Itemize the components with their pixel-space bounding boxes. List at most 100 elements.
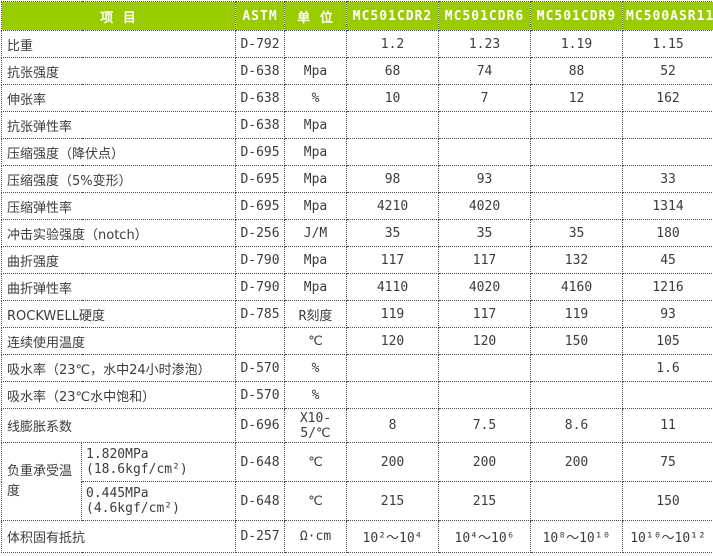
property-label: 抗张强度 [2, 58, 236, 85]
value-cell: 1216 [623, 274, 713, 301]
value-cell [439, 382, 531, 409]
value-cell: 150 [531, 328, 623, 355]
astm-cell: D-638 [236, 85, 285, 112]
astm-cell: D-570 [236, 355, 285, 382]
astm-cell: D-695 [236, 193, 285, 220]
value-cell [347, 355, 439, 382]
table-row: 负重承受温度 1.820MPa (18.6kgf/cm²) D-648 ℃ 20… [2, 443, 713, 482]
unit-cell: ℃ [285, 328, 347, 355]
property-label: 伸张率 [2, 85, 236, 112]
table-row: 压缩强度（降伏点） D-695 Mpa [2, 139, 713, 166]
unit-cell: Mpa [285, 166, 347, 193]
table-row: 线膨胀系数 D-696 X10-5/℃ 8 7.5 8.6 11 [2, 409, 713, 443]
astm-cell: D-695 [236, 166, 285, 193]
header-item: 项 目 [2, 2, 236, 31]
value-cell: 1.23 [439, 31, 531, 58]
unit-cell: Mpa [285, 58, 347, 85]
unit-cell: % [285, 355, 347, 382]
property-label: ROCKWELL硬度 [2, 301, 236, 328]
value-cell [531, 482, 623, 521]
property-label: 压缩强度（5%变形） [2, 166, 236, 193]
property-label: 曲折强度 [2, 247, 236, 274]
value-cell: 88 [531, 58, 623, 85]
value-cell [531, 112, 623, 139]
value-cell: 4020 [439, 193, 531, 220]
property-label: 抗张弹性率 [2, 112, 236, 139]
table-row: ROCKWELL硬度 D-785 R刻度 119 117 119 93 [2, 301, 713, 328]
astm-cell: D-785 [236, 301, 285, 328]
value-cell: 215 [439, 482, 531, 521]
value-cell: 117 [347, 247, 439, 274]
value-cell: 10⁸～10¹⁰ [531, 521, 623, 553]
value-cell [439, 112, 531, 139]
astm-cell: D-790 [236, 274, 285, 301]
property-label: 线膨胀系数 [2, 409, 236, 443]
value-cell [531, 166, 623, 193]
unit-cell: J/M [285, 220, 347, 247]
value-cell: 10¹⁰～10¹² [623, 521, 713, 553]
value-cell: 4160 [531, 274, 623, 301]
value-cell: 33 [623, 166, 713, 193]
table-row: 曲折弹性率 D-790 Mpa 4110 4020 4160 1216 [2, 274, 713, 301]
value-cell: 98 [347, 166, 439, 193]
value-cell: 117 [439, 301, 531, 328]
property-label: 压缩弹性率 [2, 193, 236, 220]
value-cell: 8 [347, 409, 439, 443]
load-temp-group-label: 负重承受温度 [2, 443, 82, 521]
value-cell: 4020 [439, 274, 531, 301]
table-row: 抗张强度 D-638 Mpa 68 74 88 52 [2, 58, 713, 85]
value-cell: 10 [347, 85, 439, 112]
value-cell: 7 [439, 85, 531, 112]
header-product: MC501CDR2 [347, 2, 439, 31]
table-row: 吸水率（23℃水中饱和） D-570 % [2, 382, 713, 409]
value-cell: 93 [623, 301, 713, 328]
value-cell: 93 [439, 166, 531, 193]
property-label: 吸水率（23℃，水中24小时渗泡） [2, 355, 236, 382]
value-cell: 4110 [347, 274, 439, 301]
value-cell [347, 112, 439, 139]
table-row: 压缩弹性率 D-695 Mpa 4210 4020 1314 [2, 193, 713, 220]
value-cell: 119 [531, 301, 623, 328]
astm-cell: D-638 [236, 58, 285, 85]
astm-cell: D-257 [236, 521, 285, 553]
value-cell [347, 382, 439, 409]
property-label: 压缩强度（降伏点） [2, 139, 236, 166]
property-label: 比重 [2, 31, 236, 58]
value-cell: 120 [439, 328, 531, 355]
value-cell: 1.15 [623, 31, 713, 58]
astm-cell: D-792 [236, 31, 285, 58]
value-cell: 200 [439, 443, 531, 482]
property-label: 体积固有抵抗 [2, 521, 236, 553]
value-cell: 117 [439, 247, 531, 274]
unit-cell: ℃ [285, 482, 347, 521]
unit-cell: Mpa [285, 139, 347, 166]
table-row: 压缩强度（5%变形） D-695 Mpa 98 93 33 [2, 166, 713, 193]
value-cell: 1.19 [531, 31, 623, 58]
value-cell: 120 [347, 328, 439, 355]
value-cell: 1314 [623, 193, 713, 220]
value-cell: 68 [347, 58, 439, 85]
value-cell: 7.5 [439, 409, 531, 443]
value-cell: 10⁴～10⁶ [439, 521, 531, 553]
value-cell [623, 112, 713, 139]
value-cell: 11 [623, 409, 713, 443]
unit-cell [285, 31, 347, 58]
value-cell: 150 [623, 482, 713, 521]
table-row: 0.445MPa (4.6kgf/cm²) D-648 ℃ 215 215 15… [2, 482, 713, 521]
unit-cell: ℃ [285, 443, 347, 482]
astm-cell: D-695 [236, 139, 285, 166]
value-cell: 1.2 [347, 31, 439, 58]
header-row: 项 目 ASTM 单 位 MC501CDR2 MC501CDR6 MC501CD… [2, 2, 713, 31]
value-cell: 105 [623, 328, 713, 355]
unit-cell: R刻度 [285, 301, 347, 328]
unit-cell: Ω·cm [285, 521, 347, 553]
astm-cell: D-648 [236, 482, 285, 521]
value-cell [531, 382, 623, 409]
table-row: 连续使用温度 ℃ 120 120 150 105 [2, 328, 713, 355]
astm-cell: D-256 [236, 220, 285, 247]
load-condition-label: 0.445MPa (4.6kgf/cm²) [82, 482, 236, 521]
value-cell: 215 [347, 482, 439, 521]
value-cell [531, 355, 623, 382]
header-astm: ASTM [236, 2, 285, 31]
